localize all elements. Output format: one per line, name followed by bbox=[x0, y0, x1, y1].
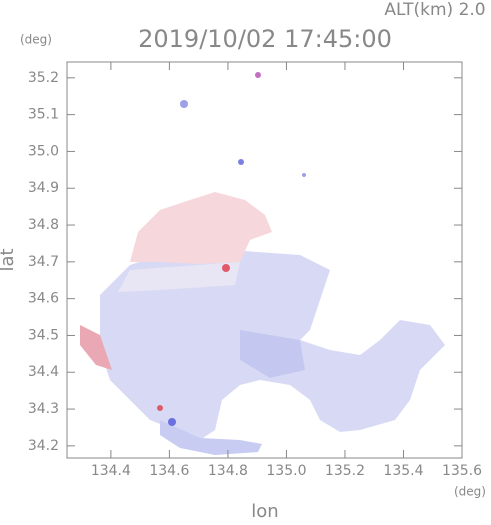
x-tick-label: 134.4 bbox=[91, 463, 131, 479]
y-tick-label: 34.7 bbox=[28, 254, 59, 270]
x-tick-label: 135.0 bbox=[266, 463, 306, 479]
x-tick-label: 134.8 bbox=[208, 463, 248, 479]
y-tick-label: 34.3 bbox=[28, 401, 59, 417]
y-tick-label: 34.4 bbox=[28, 364, 59, 380]
x-tick-label: 135.4 bbox=[383, 463, 423, 479]
altitude-label: ALT(km) 2.0 bbox=[384, 0, 485, 20]
plot-frame bbox=[66, 61, 463, 459]
x-unit: (deg) bbox=[454, 485, 486, 499]
y-tick-label: 34.2 bbox=[28, 438, 59, 454]
y-tick-label: 35.2 bbox=[28, 70, 59, 86]
chart-title: 2019/10/02 17:45:00 bbox=[138, 25, 392, 53]
y-tick-label: 34.8 bbox=[28, 217, 59, 233]
y-tick-label: 34.9 bbox=[28, 180, 59, 196]
x-axis-label: lon bbox=[251, 501, 278, 521]
y-unit: (deg) bbox=[20, 33, 52, 47]
y-tick-label: 35.1 bbox=[28, 107, 59, 123]
x-tick-label: 135.6 bbox=[442, 463, 482, 479]
y-tick-label: 34.5 bbox=[28, 327, 59, 343]
radar-field bbox=[80, 72, 445, 455]
y-tick-label: 35.0 bbox=[28, 143, 59, 159]
x-tick-label: 135.2 bbox=[325, 463, 365, 479]
y-tick-label: 34.6 bbox=[28, 291, 59, 307]
x-tick-label: 134.6 bbox=[149, 463, 189, 479]
y-axis-label: lat bbox=[0, 248, 18, 271]
